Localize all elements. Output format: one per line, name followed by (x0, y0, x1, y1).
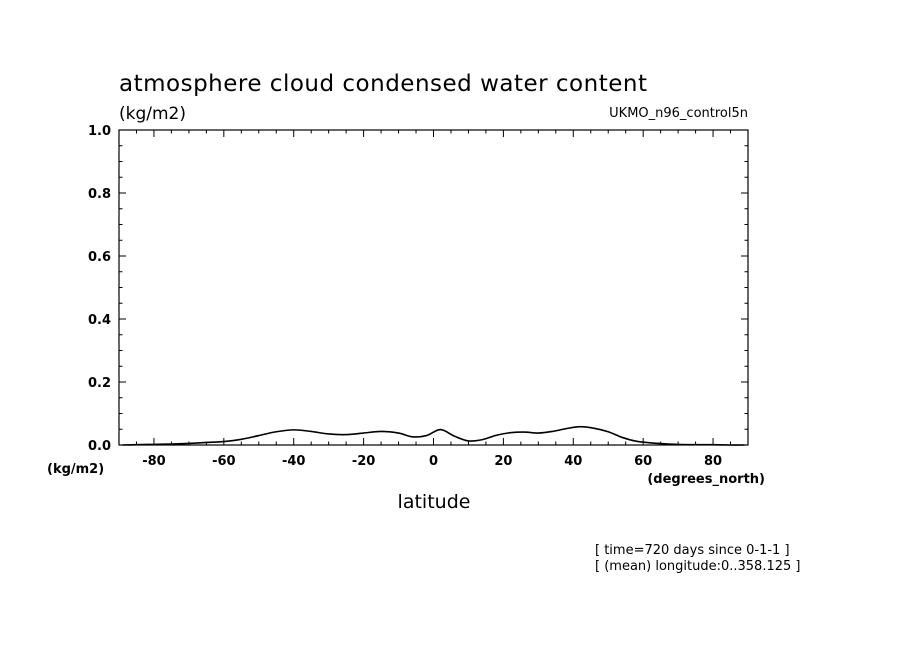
x-tick-label: 20 (494, 454, 512, 469)
x-tick-label: 80 (704, 454, 722, 469)
x-tick-label: 60 (634, 454, 652, 469)
y-tick-label: 0.8 (88, 187, 111, 202)
x-tick-label: 40 (564, 454, 582, 469)
x-tick-label: -60 (212, 454, 236, 469)
x-units: (degrees_north) (647, 472, 765, 487)
x-tick-label: -80 (142, 454, 166, 469)
y-tick-label: 0.6 (88, 250, 111, 265)
longitude-note: [ (mean) longitude:0..358.125 ] (595, 559, 800, 574)
y-tick-label: 0.4 (88, 313, 111, 328)
x-tick-label: -40 (282, 454, 306, 469)
y-units: (kg/m2) (47, 462, 104, 477)
y-tick-label: 1.0 (88, 124, 111, 139)
series-line (122, 425, 745, 446)
chart-title: atmosphere cloud condensed water content (119, 71, 647, 97)
y-tick-labels: 0.0 0.2 0.4 0.6 0.8 1.0 (88, 124, 111, 454)
y-tick-label: 0.0 (88, 439, 111, 454)
title-units: (kg/m2) (119, 104, 186, 124)
y-tick-label: 0.2 (88, 376, 111, 391)
model-name: UKMO_n96_control5n (609, 106, 748, 121)
plot-frame (118, 129, 749, 446)
tick-marks (118, 129, 749, 446)
x-tick-label: -20 (352, 454, 376, 469)
x-tick-label: 0 (429, 454, 438, 469)
time-note: [ time=720 days since 0-1-1 ] (595, 543, 790, 558)
x-axis-label: latitude (398, 491, 471, 513)
x-tick-labels: -80 -60 -40 -20 0 20 40 60 80 (142, 454, 722, 469)
